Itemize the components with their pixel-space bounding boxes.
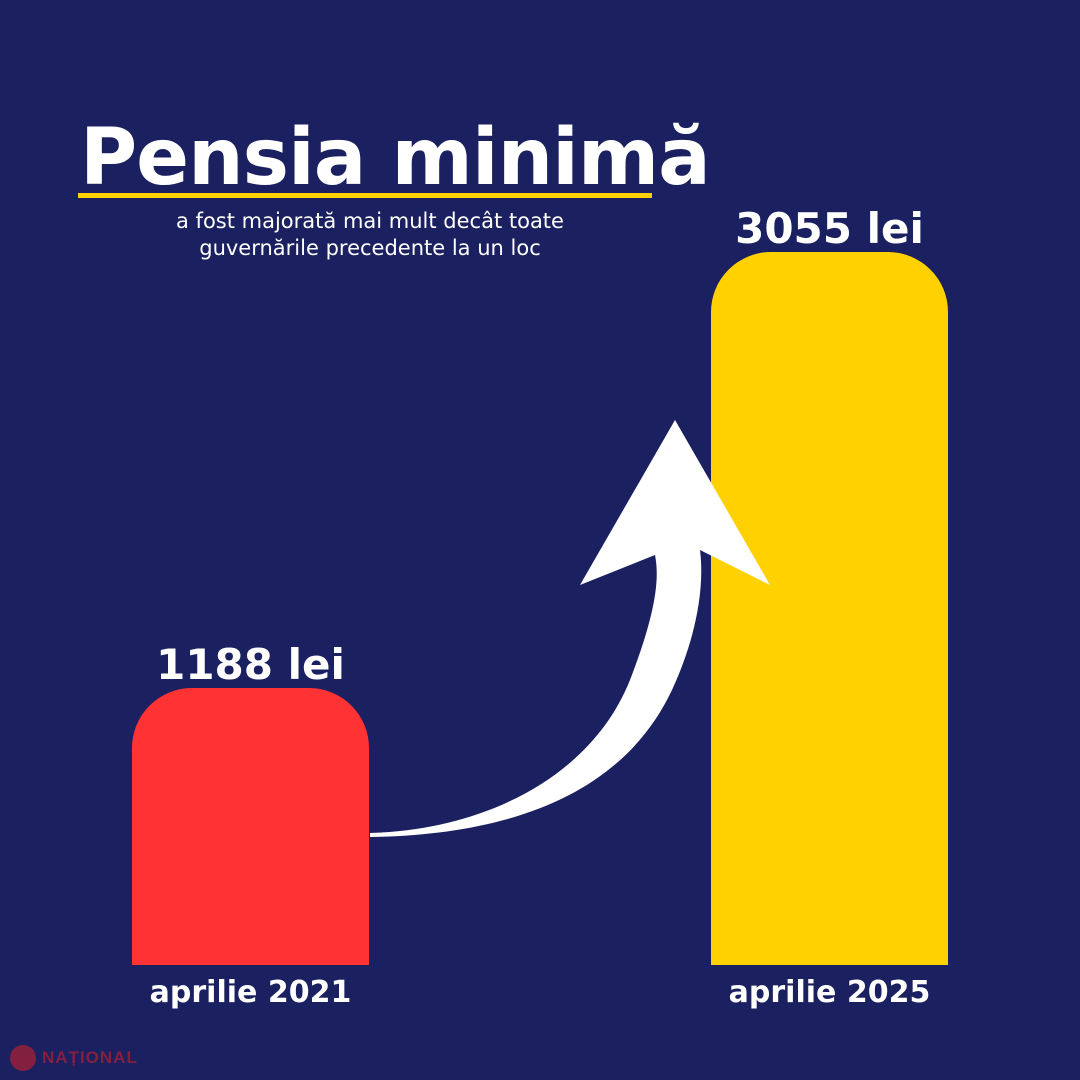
bar-value-label-2: 3055 lei xyxy=(735,204,924,253)
brand-watermark: NAȚIONAL xyxy=(10,1045,138,1071)
category-label-2: aprilie 2025 xyxy=(728,975,931,1010)
bar-value-label-1: 1188 lei xyxy=(156,639,345,689)
chart-subtitle: a fost majorată mai mult decât toate guv… xyxy=(120,208,620,262)
bar-1 xyxy=(132,687,369,965)
brand-logo-icon xyxy=(10,1045,36,1071)
chart-title: Pensia minimă xyxy=(80,113,711,203)
title-underline xyxy=(78,193,652,198)
bar-2 xyxy=(711,252,948,965)
category-label-1: aprilie 2021 xyxy=(149,975,352,1010)
subtitle-line-1: a fost majorată mai mult decât toate xyxy=(176,209,564,233)
brand-name: NAȚIONAL xyxy=(42,1048,138,1067)
subtitle-line-2: guvernările precedente la un loc xyxy=(199,236,541,260)
